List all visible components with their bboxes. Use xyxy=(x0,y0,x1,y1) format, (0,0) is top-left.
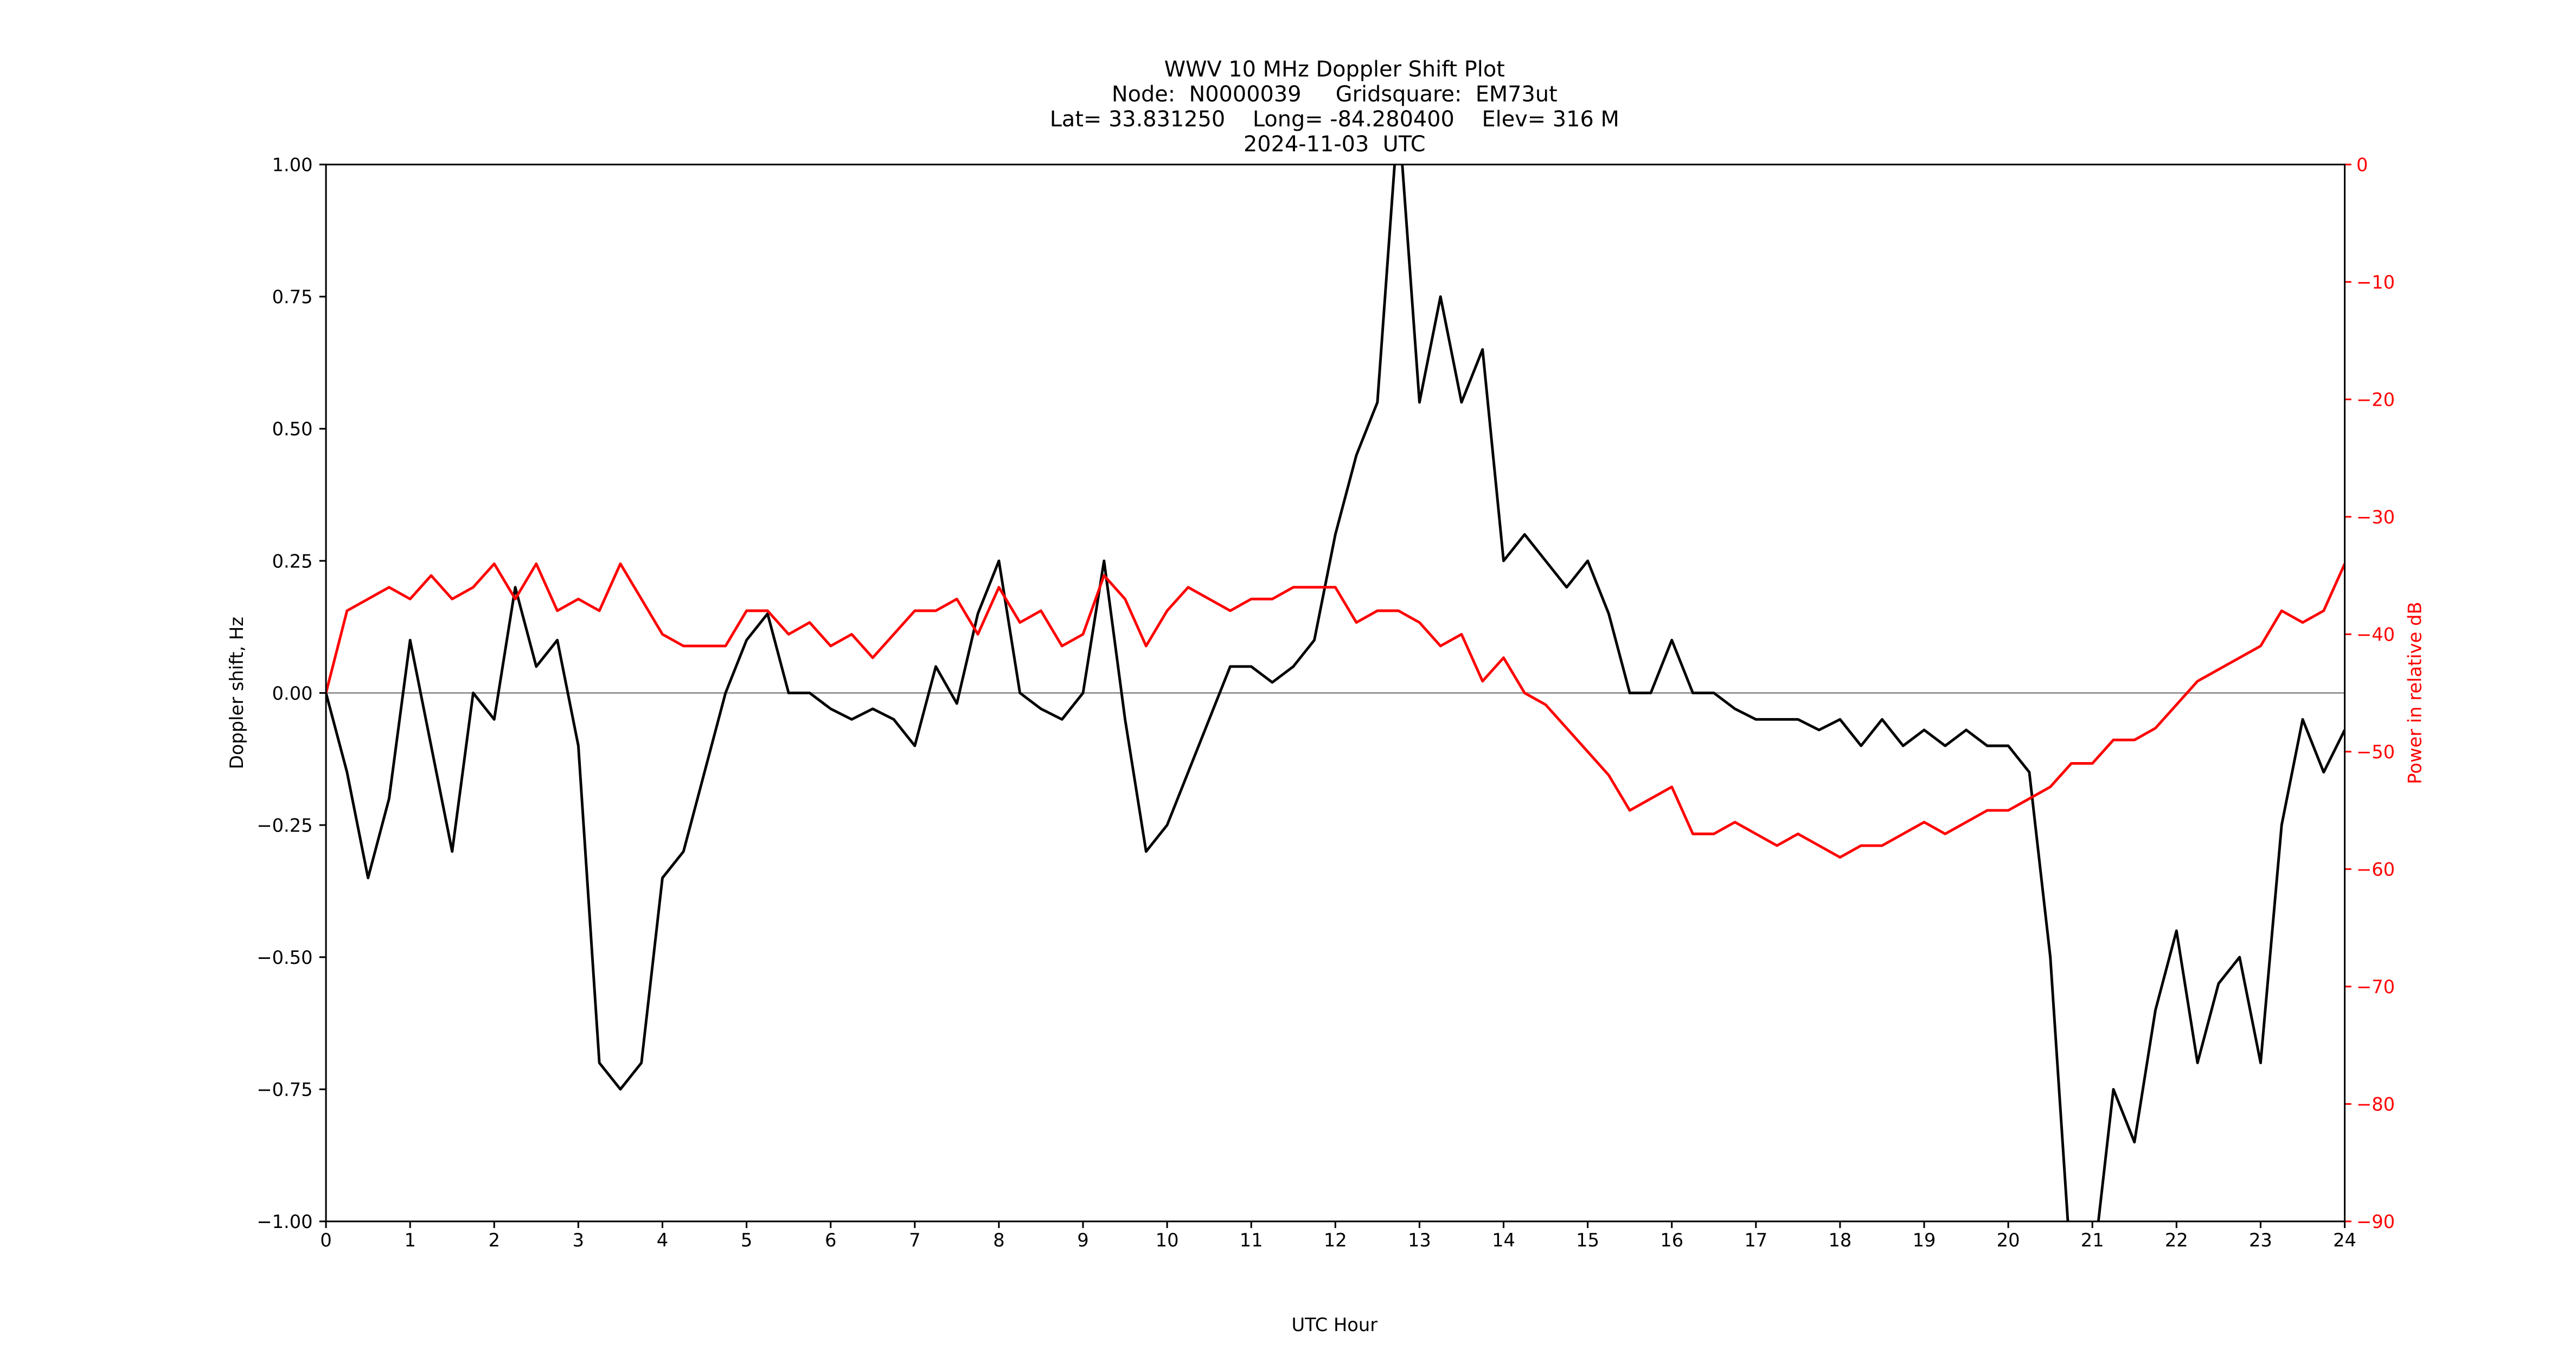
y-tick-label: 0.75 xyxy=(272,286,313,308)
y2-tick-label: −40 xyxy=(2356,624,2395,645)
y-tick-label: −0.50 xyxy=(257,947,312,968)
x-axis-label: UTC Hour xyxy=(1291,1314,1377,1335)
y2-tick-label: −10 xyxy=(2356,272,2395,293)
y2-tick-label: −50 xyxy=(2356,741,2395,763)
x-tick-label: 22 xyxy=(2165,1230,2188,1251)
x-tick-label: 24 xyxy=(2333,1230,2356,1251)
x-tick-label: 14 xyxy=(1492,1230,1515,1251)
x-tick-label: 18 xyxy=(1828,1230,1851,1251)
x-tick-label: 3 xyxy=(573,1230,584,1251)
x-tick-label: 5 xyxy=(741,1230,752,1251)
y-tick-label: 0.25 xyxy=(272,551,313,572)
chart-title: 2024-11-03 UTC xyxy=(1244,132,1426,157)
x-tick-label: 4 xyxy=(657,1230,668,1251)
plot-frame xyxy=(325,163,2346,1223)
chart-title: Lat= 33.831250 Long= -84.280400 Elev= 31… xyxy=(1050,107,1619,132)
chart-title: WWV 10 MHz Doppler Shift Plot xyxy=(1164,57,1505,82)
y-tick-label: −0.25 xyxy=(257,815,312,836)
x-tick-label: 11 xyxy=(1240,1230,1263,1251)
y-tick-label: 0.50 xyxy=(272,419,313,440)
y2-axis-label: Power in relative dB xyxy=(2404,602,2425,784)
x-tick-label: 6 xyxy=(825,1230,836,1251)
x-tick-label: 1 xyxy=(404,1230,415,1251)
x-tick-label: 23 xyxy=(2249,1230,2272,1251)
x-tick-label: 15 xyxy=(1576,1230,1599,1251)
x-tick-label: 13 xyxy=(1408,1230,1431,1251)
y-tick-label: −0.75 xyxy=(257,1079,312,1101)
y-tick-label: 1.00 xyxy=(272,155,313,176)
y2-tick-label: −80 xyxy=(2356,1094,2395,1115)
x-tick-label: 10 xyxy=(1156,1230,1179,1251)
x-tick-label: 20 xyxy=(1997,1230,2020,1251)
plot-lines xyxy=(326,164,2345,1221)
y2-tick-label: −20 xyxy=(2356,389,2395,411)
y-tick-label: 0.00 xyxy=(272,683,313,704)
x-tick-label: 9 xyxy=(1077,1230,1088,1251)
x-tick-label: 17 xyxy=(1744,1230,1767,1251)
y2-tick-label: −90 xyxy=(2356,1211,2395,1232)
chart-title: Node: N0000039 Gridsquare: EM73ut xyxy=(1112,82,1558,107)
series-line xyxy=(326,164,2345,1221)
x-tick-label: 12 xyxy=(1324,1230,1347,1251)
y-axis-label: Doppler shift, Hz xyxy=(226,617,247,769)
y-tick-label: −1.00 xyxy=(257,1211,312,1232)
x-tick-label: 21 xyxy=(2081,1230,2104,1251)
x-tick-label: 8 xyxy=(993,1230,1004,1251)
y2-tick-label: −30 xyxy=(2356,507,2395,528)
x-tick-label: 19 xyxy=(1913,1230,1936,1251)
series-line xyxy=(326,562,2345,859)
y2-tick-label: −60 xyxy=(2356,859,2395,880)
x-tick-label: 7 xyxy=(909,1230,920,1251)
y2-tick-label: −70 xyxy=(2356,976,2395,997)
x-tick-label: 2 xyxy=(489,1230,500,1251)
y2-tick-label: 0 xyxy=(2356,155,2368,176)
x-tick-label: 16 xyxy=(1660,1230,1683,1251)
x-tick-label: 0 xyxy=(320,1230,331,1251)
